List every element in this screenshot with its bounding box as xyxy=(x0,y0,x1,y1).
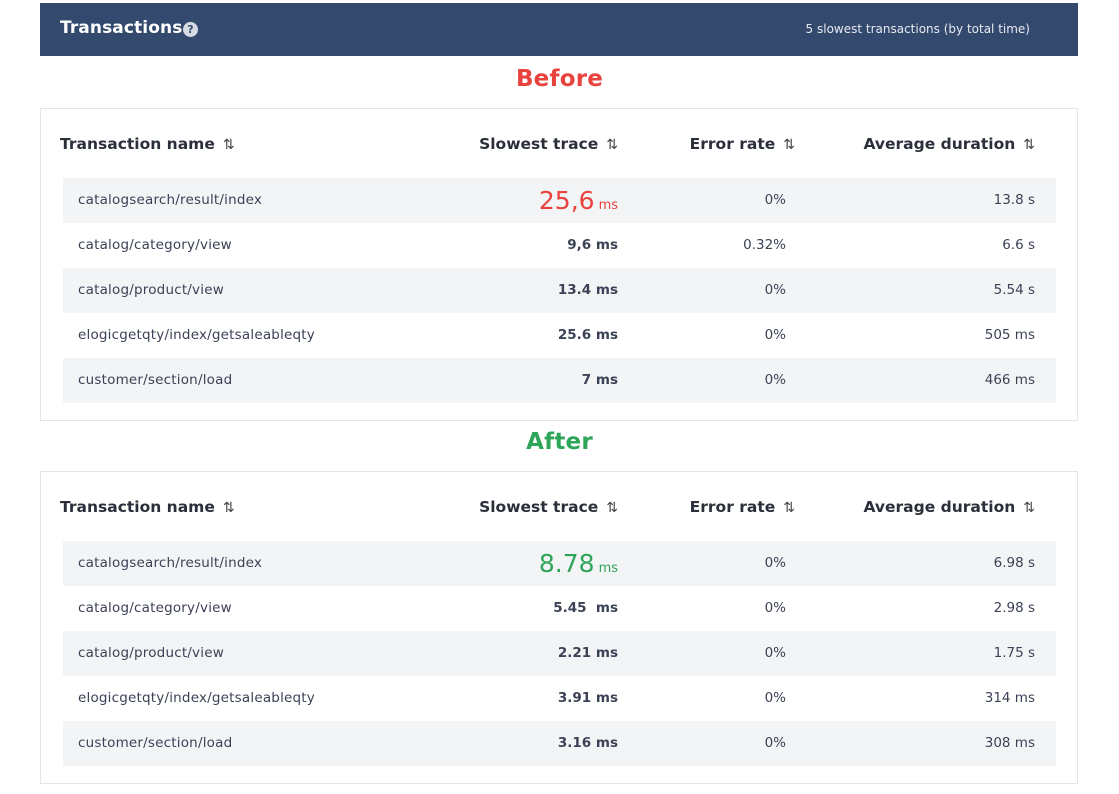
before-table: Transaction name ⇅ Slowest trace ⇅ Error r… xyxy=(40,108,1078,421)
error-rate: 0.32% xyxy=(743,237,786,253)
slowest-trace: 13.4 ms xyxy=(557,282,618,298)
sort-icon[interactable]: ⇅ xyxy=(1023,500,1035,516)
col-header-error-rate[interactable]: Error rate ⇅ xyxy=(689,135,795,153)
transaction-name[interactable]: customer/section/load xyxy=(78,372,233,388)
transaction-name[interactable]: catalogsearch/result/index xyxy=(78,555,263,571)
average-duration: 6.6 s xyxy=(1002,237,1035,253)
transaction-name[interactable]: catalog/category/view xyxy=(78,237,232,253)
sort-icon[interactable]: ⇅ xyxy=(783,137,795,153)
table-row[interactable]: customer/section/load 3.16 ms 0% 308 ms xyxy=(63,721,1056,766)
error-rate: 0% xyxy=(764,327,786,343)
col-header-transaction-name[interactable]: Transaction name ⇅ xyxy=(60,498,235,516)
table-row[interactable]: elogicgetqty/index/getsaleableqty 3.91 m… xyxy=(63,676,1056,721)
error-rate: 0% xyxy=(764,555,786,571)
average-duration: 6.98 s xyxy=(993,555,1035,571)
help-icon[interactable]: ? xyxy=(183,22,198,37)
transaction-name[interactable]: catalog/category/view xyxy=(78,600,232,616)
slowest-trace: 2.21 ms xyxy=(557,645,618,661)
average-duration: 308 ms xyxy=(984,735,1035,751)
header-subtitle: 5 slowest transactions (by total time) xyxy=(805,22,1030,36)
col-header-average-duration[interactable]: Average duration ⇅ xyxy=(863,498,1035,516)
sort-icon[interactable]: ⇅ xyxy=(606,500,618,516)
slowest-trace: 25.6 ms xyxy=(557,327,618,343)
slowest-trace: 5.45 ms xyxy=(553,600,618,616)
after-table: Transaction name ⇅ Slowest trace ⇅ Error r… xyxy=(40,471,1078,784)
average-duration: 314 ms xyxy=(984,690,1035,706)
error-rate: 0% xyxy=(764,690,786,706)
col-header-transaction-name[interactable]: Transaction name ⇅ xyxy=(60,135,235,153)
before-title: Before xyxy=(515,66,604,92)
transaction-name[interactable]: elogicgetqty/index/getsaleableqty xyxy=(78,690,315,706)
table-row[interactable]: customer/section/load 7 ms 0% 466 ms xyxy=(63,358,1056,403)
average-duration: 1.75 s xyxy=(993,645,1035,661)
error-rate: 0% xyxy=(764,282,786,298)
slowest-trace: 3.91 ms xyxy=(557,690,618,706)
average-duration: 13.8 s xyxy=(993,192,1035,208)
table-row[interactable]: catalog/category/view 9,6 ms 0.32% 6.6 s xyxy=(63,223,1056,268)
transaction-name[interactable]: elogicgetqty/index/getsaleableqty xyxy=(78,327,315,343)
table-row[interactable]: elogicgetqty/index/getsaleableqty 25.6 m… xyxy=(63,313,1056,358)
col-header-slowest-trace[interactable]: Slowest trace ⇅ xyxy=(479,498,618,516)
sort-icon[interactable]: ⇅ xyxy=(222,137,235,153)
transaction-name[interactable]: catalog/product/view xyxy=(78,282,224,298)
error-rate: 0% xyxy=(764,192,786,208)
table-row[interactable]: catalogsearch/result/index 25,6 ms 0% 13.… xyxy=(63,178,1056,223)
col-header-average-duration[interactable]: Average duration ⇅ xyxy=(863,135,1035,153)
col-header-error-rate[interactable]: Error rate ⇅ xyxy=(689,498,795,516)
transaction-name[interactable]: catalogsearch/result/index xyxy=(78,192,263,208)
slowest-trace: 9,6 ms xyxy=(567,237,618,253)
sort-icon[interactable]: ⇅ xyxy=(606,137,618,153)
table-row[interactable]: catalog/product/view 2.21 ms 0% 1.75 s xyxy=(63,631,1056,676)
error-rate: 0% xyxy=(764,735,786,751)
error-rate: 0% xyxy=(764,600,786,616)
transaction-name[interactable]: customer/section/load xyxy=(78,735,233,751)
table-row[interactable]: catalog/category/view 5.45 ms 0% 2.98 s xyxy=(63,586,1056,631)
sort-icon[interactable]: ⇅ xyxy=(222,500,235,516)
table-row[interactable]: catalogsearch/result/index 8.78 ms 0% 6.9… xyxy=(63,541,1056,586)
table-row[interactable]: catalog/product/view 13.4 ms 0% 5.54 s xyxy=(63,268,1056,313)
transaction-name[interactable]: catalog/product/view xyxy=(78,645,224,661)
average-duration: 505 ms xyxy=(984,327,1035,343)
slowest-trace: 25,6 ms xyxy=(538,186,618,215)
transactions-header: Transactions ? 5 slowest transactions (b… xyxy=(40,3,1078,56)
error-rate: 0% xyxy=(764,645,786,661)
slowest-trace: 3.16 ms xyxy=(557,735,618,751)
slowest-trace: 7 ms xyxy=(581,372,618,388)
sort-icon[interactable]: ⇅ xyxy=(783,500,795,516)
col-header-slowest-trace[interactable]: Slowest trace ⇅ xyxy=(479,135,618,153)
average-duration: 2.98 s xyxy=(993,600,1035,616)
header-title: Transactions xyxy=(60,18,183,38)
after-title: After xyxy=(526,429,593,455)
slowest-trace: 8.78 ms xyxy=(538,549,618,578)
average-duration: 466 ms xyxy=(984,372,1035,388)
average-duration: 5.54 s xyxy=(993,282,1035,298)
sort-icon[interactable]: ⇅ xyxy=(1023,137,1035,153)
error-rate: 0% xyxy=(764,372,786,388)
